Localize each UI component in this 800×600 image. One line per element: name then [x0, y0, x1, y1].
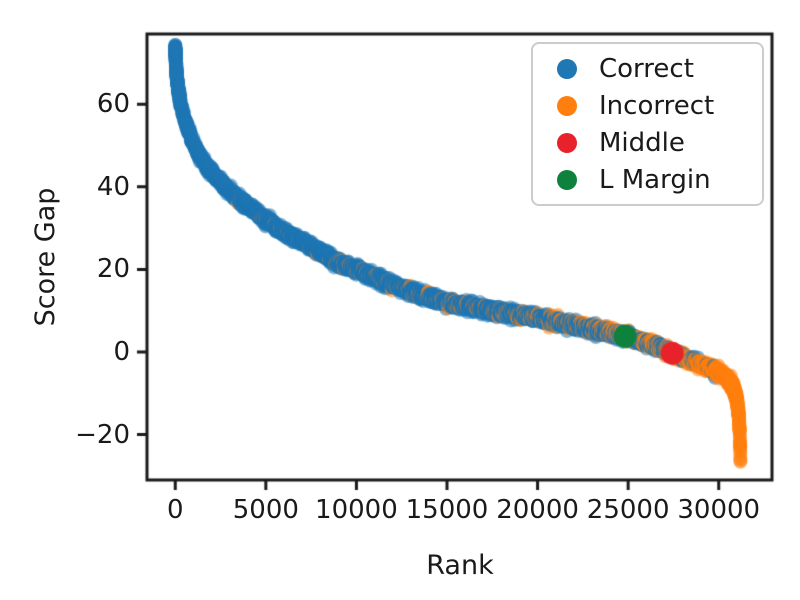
x-tick-label: 15000	[405, 495, 489, 525]
y-tick-label: −20	[75, 419, 130, 450]
legend-marker-dot-icon	[557, 169, 577, 190]
legend-item-label: Incorrect	[599, 90, 715, 121]
x-tick-label: 0	[166, 495, 184, 525]
legend-item-label: L Margin	[599, 164, 711, 195]
legend-marker-dot-icon	[557, 132, 577, 153]
legend-item-label: Correct	[599, 53, 694, 84]
legend-marker-dot-icon	[557, 95, 577, 116]
x-tick-label: 30000	[677, 495, 761, 525]
y-tick-label: 20	[96, 254, 130, 285]
legend-marker-dot-icon	[557, 58, 577, 79]
x-axis-title: Rank	[426, 550, 494, 581]
legend: Correct Incorrect Middle L Margin	[531, 42, 764, 206]
legend-item: L Margin	[557, 165, 756, 195]
legend-item: Correct	[557, 54, 756, 84]
legend-item-label: Middle	[599, 127, 685, 158]
y-tick-label: 0	[113, 336, 130, 367]
y-tick-label: 60	[96, 89, 130, 120]
legend-item: Middle	[557, 128, 756, 158]
x-tick-label: 20000	[496, 495, 579, 525]
x-tick-label: 5000	[232, 495, 299, 525]
x-tick-label: 25000	[586, 495, 670, 525]
x-tick-label: 10000	[315, 495, 398, 525]
y-tick-label: 40	[96, 171, 130, 202]
legend-item: Incorrect	[557, 91, 756, 121]
